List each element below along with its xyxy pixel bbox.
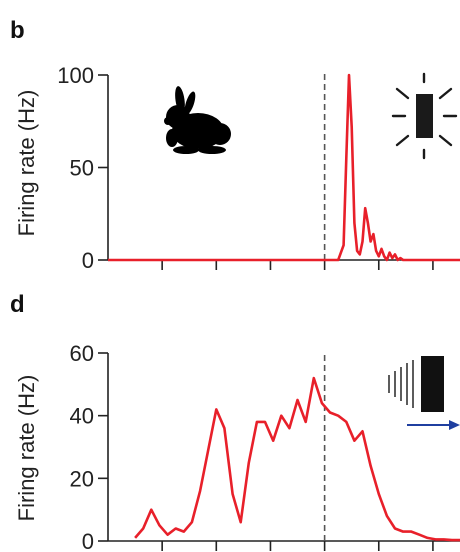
y-tick-label: 0 xyxy=(82,248,94,273)
panel-d-axes xyxy=(107,353,460,542)
panel-b: b Firing rate (Hz) 0 50 100 xyxy=(10,17,460,273)
panel-b-ylabel: Firing rate (Hz) xyxy=(14,90,39,237)
y-tick-label: 0 xyxy=(82,529,94,552)
panel-d: d Firing rate (Hz) 0 20 40 60 xyxy=(10,291,460,552)
rabbit-icon xyxy=(164,86,231,154)
panel-d-letter: d xyxy=(10,291,25,318)
panel-d-ticks: 0 20 40 60 xyxy=(70,341,434,552)
flashing-light-icon xyxy=(391,72,458,160)
panel-b-letter: b xyxy=(10,17,25,44)
y-tick-label: 50 xyxy=(70,156,94,181)
right-arrow-icon xyxy=(407,420,460,430)
y-tick-label: 60 xyxy=(70,341,94,366)
panel-d-ylabel: Firing rate (Hz) xyxy=(14,375,39,522)
panel-b-axes xyxy=(107,75,460,261)
panel-b-firing-trace xyxy=(108,73,460,262)
y-tick-label: 40 xyxy=(70,404,94,429)
receding-object-icon xyxy=(388,356,444,412)
y-tick-label: 20 xyxy=(70,466,94,491)
y-tick-label: 100 xyxy=(57,63,94,88)
panel-d-firing-trace xyxy=(134,376,460,542)
panel-b-ticks: 0 50 100 xyxy=(57,63,434,273)
